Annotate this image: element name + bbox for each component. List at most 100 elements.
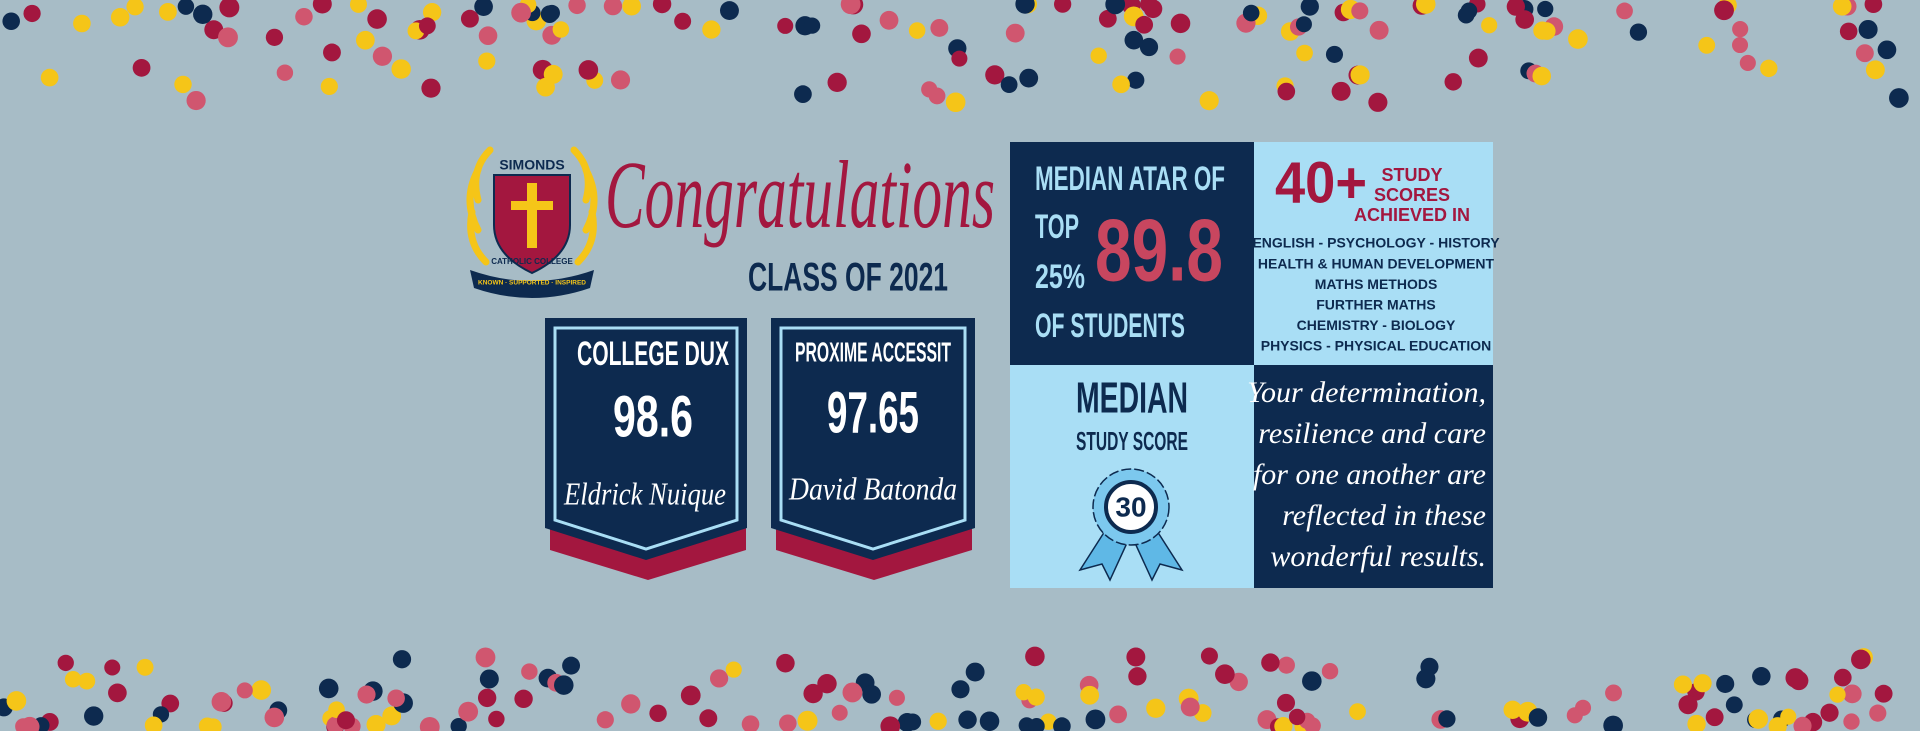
confetti-dot (979, 711, 1000, 731)
confetti-dot (382, 706, 402, 726)
confetti-dot (78, 672, 96, 690)
confetti-dot (73, 14, 91, 33)
confetti-dot (104, 659, 121, 676)
confetti-dot (126, 0, 144, 16)
study-scores-panel (1254, 142, 1493, 365)
confetti-dot (1843, 713, 1860, 730)
confetti-dot (1276, 693, 1296, 712)
confetti-dot (817, 673, 837, 694)
confetti-dot (779, 714, 797, 731)
confetti-dot (312, 0, 332, 14)
confetti-dot (562, 656, 581, 675)
confetti-dot (57, 654, 74, 672)
confetti-dot (888, 689, 905, 706)
confetti-dot (108, 683, 127, 703)
confetti-dot (794, 85, 812, 104)
confetti-dot (1725, 696, 1743, 714)
rosette-inner (1104, 480, 1158, 534)
confetti-dot (621, 694, 641, 714)
confetti-dot (1146, 698, 1166, 718)
confetti-dot (1025, 646, 1045, 667)
confetti-dot (862, 684, 881, 704)
pennant (545, 318, 747, 560)
confetti-dot (921, 81, 938, 98)
confetti-dot (1180, 697, 1200, 717)
confetti-dot (1277, 656, 1295, 674)
confetti-dot (1693, 674, 1712, 693)
confetti-dot (186, 90, 206, 111)
confetti-dot (1889, 88, 1909, 108)
subject-line: FURTHER MATHS (1316, 297, 1436, 313)
confetti-dot (985, 65, 1005, 85)
confetti-dot (1135, 15, 1154, 34)
confetti-dot (478, 52, 496, 70)
confetti-dot (159, 2, 177, 21)
confetti-dot (1793, 716, 1812, 731)
confetti-dot (652, 0, 672, 14)
confetti-dot (23, 4, 41, 23)
award-student: Eldrick Nuique (563, 475, 726, 511)
confetti-dot (1015, 0, 1035, 14)
award-card: PROXIME ACCESSIT 97.65 David Batonda (771, 318, 975, 580)
confetti-dot (218, 27, 238, 48)
confetti-dot (554, 675, 574, 695)
pennant-border (553, 326, 739, 551)
confetti-dot (674, 12, 692, 30)
confetti-dot (1015, 684, 1032, 701)
confetti-dot (680, 685, 701, 706)
confetti-dot (392, 650, 412, 669)
subject-line: ENGLISH - PSYCHOLOGY - HISTORY (1252, 235, 1500, 251)
confetti-dot (951, 680, 970, 699)
study-caption-line: STUDY (1381, 165, 1442, 185)
subject-line: CHEMISTRY - BIOLOGY (1297, 317, 1456, 333)
award-score: 98.6 (613, 384, 693, 449)
confetti-dot (349, 0, 367, 13)
confetti-dot (177, 0, 195, 15)
confetti-dot (1739, 54, 1756, 71)
confetti-dot (478, 26, 498, 46)
confetti-dot (1842, 684, 1862, 704)
confetti-dot (1760, 59, 1778, 78)
confetti-dot (236, 682, 253, 699)
confetti-dot (1369, 20, 1389, 40)
confetti-dot (110, 8, 130, 27)
confetti-dot (908, 22, 926, 39)
confetti-dot (265, 28, 284, 46)
confetti-dot (1085, 709, 1106, 730)
confetti-dot (1215, 664, 1235, 685)
confetti-dot (1124, 30, 1144, 50)
confetti-dot (488, 710, 505, 728)
confetti-dot (1603, 715, 1623, 731)
confetti-dot (1503, 700, 1522, 719)
confetti-dot (1568, 29, 1588, 49)
confetti-dot (1768, 717, 1787, 731)
confetti-dot (880, 716, 901, 731)
confetti-dot (1200, 647, 1218, 665)
confetti-dot (958, 710, 977, 729)
confetti-dot (831, 704, 848, 721)
confetti-dot (1053, 0, 1072, 13)
confetti-dot (1687, 714, 1706, 731)
logo: SIMONDS CATHOLIC COLLEGE KNOWN · SUPPORT… (466, 146, 598, 298)
confetti-dot (1714, 0, 1734, 21)
confetti-dot (1109, 705, 1128, 724)
confetti-dot (366, 715, 386, 731)
atar-text: TOP (1035, 208, 1079, 246)
confetti-dot (596, 711, 614, 729)
confetti-dot (356, 30, 375, 50)
confetti-dot (1515, 10, 1535, 29)
confetti-dot (1139, 37, 1159, 57)
confetti-dot (320, 77, 338, 95)
confetti-dot (709, 669, 729, 688)
confetti-dot (1537, 22, 1556, 40)
confetti-dot (1468, 48, 1488, 68)
confetti-dot (84, 706, 104, 726)
confetti-dot (568, 0, 586, 15)
confetti-dot (1261, 653, 1280, 672)
pennant-border (779, 326, 967, 551)
confetti-dot (1616, 2, 1633, 20)
confetti-dot (1296, 44, 1313, 62)
